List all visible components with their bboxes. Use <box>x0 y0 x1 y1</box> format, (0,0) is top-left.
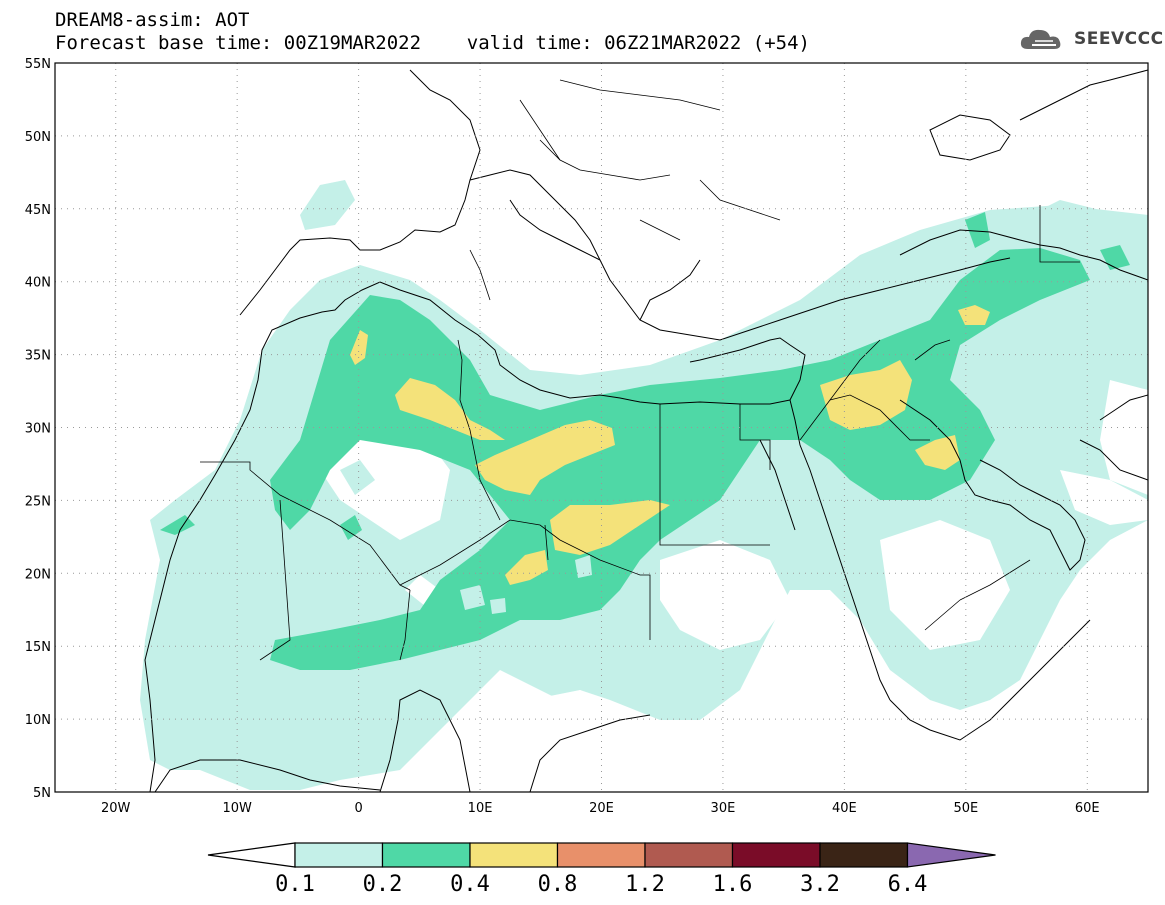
product-title: DREAM8-assim: AOT <box>55 9 250 31</box>
lon-label: 60E <box>1075 801 1100 816</box>
lat-label: 15N <box>25 640 51 655</box>
lat-label: 55N <box>25 57 51 72</box>
colorbar-level-label: 1.6 <box>713 872 753 897</box>
gridlines <box>55 63 1148 792</box>
colorbar-level-label: 3.2 <box>800 872 840 897</box>
borders <box>200 79 1080 661</box>
logo: SEEVCCC <box>1018 24 1164 54</box>
colorbar-segment <box>819 842 909 868</box>
lon-label: 20E <box>589 801 614 816</box>
colorbar-segment <box>381 842 471 868</box>
aot-holes <box>320 415 1148 790</box>
colorbar-level-label: 6.4 <box>888 872 928 897</box>
map-frame <box>54 62 1149 793</box>
lat-label: 20N <box>25 567 51 582</box>
colorbar-level-label: 0.1 <box>275 872 315 897</box>
lon-label: 10W <box>222 801 252 816</box>
lon-label: 40E <box>832 801 857 816</box>
aot-green-holes <box>340 460 592 614</box>
lat-label: 10N <box>25 713 51 728</box>
cloud-icon <box>1020 29 1061 49</box>
aot-field <box>140 180 1148 790</box>
colorbar-level-label: 1.2 <box>625 872 665 897</box>
lon-label: 10E <box>468 801 493 816</box>
lat-label: 30N <box>25 422 51 437</box>
lon-label: 30E <box>711 801 736 816</box>
lat-label: 25N <box>25 494 51 509</box>
lon-label: 50E <box>953 801 978 816</box>
lat-label: 35N <box>25 349 51 364</box>
forecast-times: Forecast base time: 00Z19MAR2022 valid t… <box>55 32 810 54</box>
aot-level-0.4 <box>350 305 990 585</box>
colorbar-lower-extend <box>207 842 296 868</box>
colorbar-segment <box>556 842 646 868</box>
lat-labels: 55N 50N 45N 40N 35N 30N 25N 20N 15N 10N 5N <box>25 57 51 801</box>
lat-label: 45N <box>25 203 51 218</box>
logo-text: SEEVCCC <box>1074 29 1164 49</box>
colorbar-level-label: 0.8 <box>538 872 578 897</box>
lon-label: 0 <box>354 801 362 816</box>
colorbar-segment <box>294 842 384 868</box>
colorbar-segment <box>469 842 559 868</box>
lat-label: 40N <box>25 276 51 291</box>
lat-label: 5N <box>33 786 51 801</box>
lon-labels: 20W 10W 0 10E 20E 30E 40E 50E 60E <box>101 801 1100 816</box>
colorbar-level-label: 0.2 <box>363 872 403 897</box>
colorbar-segment <box>731 842 821 868</box>
colorbar-upper-extend <box>906 842 996 868</box>
lat-label: 50N <box>25 130 51 145</box>
lon-label: 20W <box>101 801 131 816</box>
colorbar-segment <box>644 842 734 868</box>
colorbar-level-label: 0.4 <box>450 872 490 897</box>
colorbar: 0.1 0.2 0.4 0.8 1.2 1.6 3.2 6.4 <box>207 842 996 897</box>
